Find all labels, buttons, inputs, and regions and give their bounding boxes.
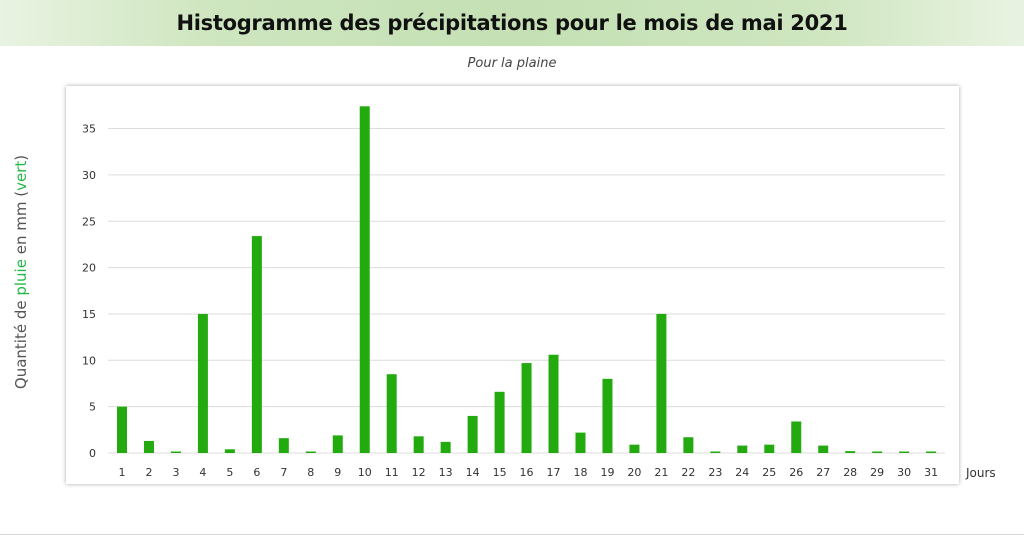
y-tick-label: 25 (82, 215, 96, 228)
chart-title: Histogramme des précipitations pour le m… (176, 11, 848, 35)
x-axis-title: Jours (966, 466, 996, 480)
y-tick-label: 15 (82, 308, 96, 321)
x-tick-label: 21 (654, 466, 668, 479)
x-tick-label: 28 (843, 466, 857, 479)
bar-day-10 (359, 106, 370, 453)
y-tick-label: 10 (82, 354, 96, 367)
bar-day-13 (440, 441, 451, 453)
bar-day-20 (629, 444, 640, 453)
x-tick-label: 15 (493, 466, 507, 479)
bar-day-4 (197, 313, 208, 453)
bar-day-28 (845, 451, 856, 453)
x-tick-label: 4 (199, 466, 206, 479)
x-tick-label: 31 (924, 466, 938, 479)
bar-day-14 (467, 415, 478, 453)
x-tick-label: 22 (681, 466, 695, 479)
bar-day-11 (386, 374, 397, 453)
x-tick-label: 2 (145, 466, 152, 479)
x-tick-label: 26 (789, 466, 803, 479)
bar-day-29 (872, 451, 883, 453)
bar-day-3 (170, 451, 181, 453)
bar-day-6 (251, 236, 262, 453)
bar-day-9 (332, 435, 343, 453)
bar-day-21 (656, 313, 667, 453)
bar-day-30 (899, 451, 910, 453)
bar-day-1 (117, 406, 127, 453)
x-tick-label: 5 (226, 466, 233, 479)
bar-day-16 (521, 363, 532, 453)
y-tick-label: 35 (82, 123, 96, 136)
y-tick-label: 20 (82, 262, 96, 275)
bar-day-27 (818, 445, 829, 453)
x-tick-label: 14 (466, 466, 480, 479)
chart-subtitle: Pour la plaine (467, 56, 557, 71)
y-tick-label: 5 (89, 401, 96, 414)
bar-day-31 (926, 451, 937, 453)
x-tick-label: 29 (870, 466, 884, 479)
y-tick-label: 0 (89, 447, 96, 460)
x-tick-label: 24 (735, 466, 749, 479)
x-tick-label: 8 (307, 466, 314, 479)
x-tick-label: 11 (385, 466, 399, 479)
bar-day-12 (413, 436, 424, 453)
bottom-divider (0, 534, 1024, 535)
x-tick-label: 30 (897, 466, 911, 479)
bar-day-19 (602, 378, 613, 453)
bar-day-24 (737, 445, 748, 453)
bar-day-17 (548, 354, 559, 453)
x-tick-label: 1 (119, 466, 126, 479)
x-tick-label: 7 (280, 466, 287, 479)
x-tick-label: 12 (412, 466, 426, 479)
y-tick-label: 30 (82, 169, 96, 182)
bar-day-5 (224, 449, 235, 453)
bar-day-7 (278, 438, 289, 453)
x-tick-label: 18 (573, 466, 587, 479)
bar-day-26 (791, 421, 802, 453)
bar-day-23 (710, 451, 721, 453)
x-tick-label: 13 (439, 466, 453, 479)
bar-day-2 (143, 440, 154, 453)
bar-day-15 (494, 391, 505, 453)
x-tick-label: 6 (253, 466, 260, 479)
bar-day-22 (683, 437, 694, 453)
bar-day-25 (764, 444, 775, 453)
title-bar: Histogramme des précipitations pour le m… (0, 0, 1024, 46)
x-tick-label: 17 (547, 466, 561, 479)
bar-day-18 (575, 432, 586, 453)
plot-area (66, 86, 959, 484)
x-tick-label: 10 (358, 466, 372, 479)
x-tick-label: 19 (600, 466, 614, 479)
x-tick-label: 27 (816, 466, 830, 479)
x-tick-label: 3 (172, 466, 179, 479)
x-tick-label: 20 (627, 466, 641, 479)
x-tick-label: 23 (708, 466, 722, 479)
x-tick-label: 9 (334, 466, 341, 479)
x-tick-label: 16 (520, 466, 534, 479)
bar-day-8 (305, 451, 316, 453)
x-tick-label: 25 (762, 466, 776, 479)
